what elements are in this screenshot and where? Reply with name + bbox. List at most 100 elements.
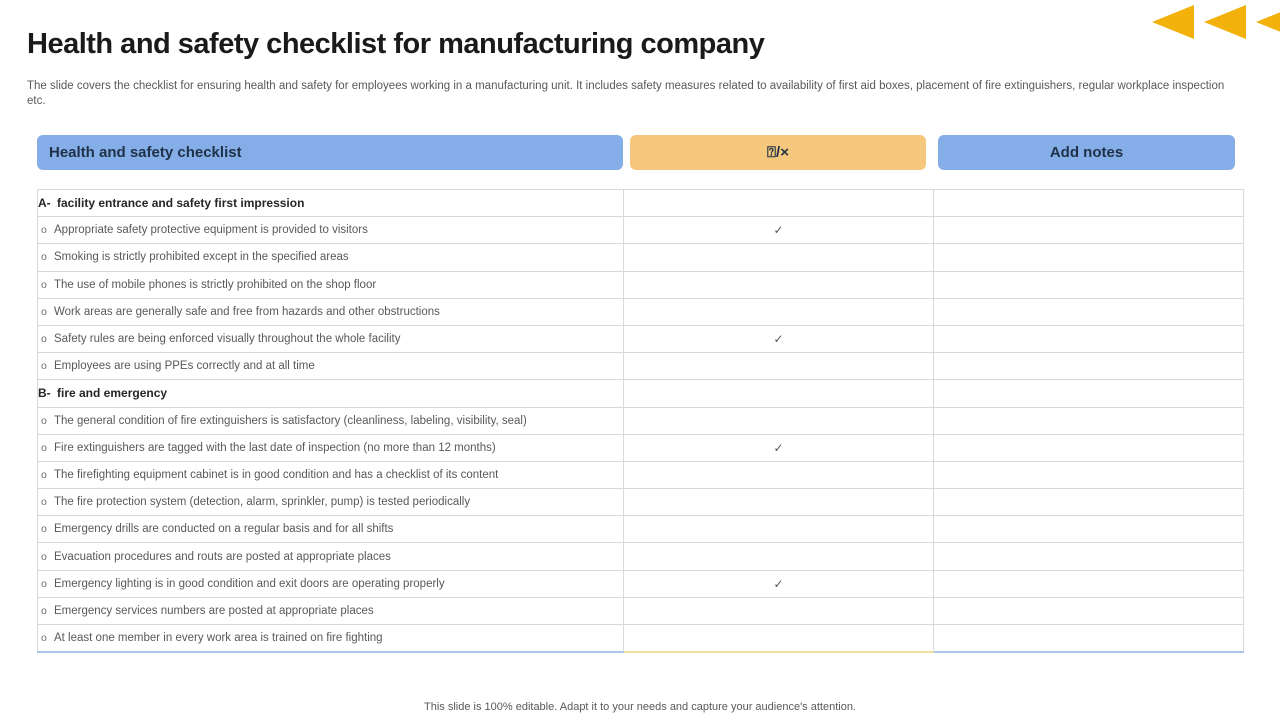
check-cross-header-button[interactable]: ⍰/× <box>630 135 926 170</box>
checklist-item-cell[interactable]: o Smoking is strictly prohibited except i… <box>37 243 624 272</box>
checklist-item-text: Evacuation procedures and routs are post… <box>54 550 391 563</box>
bullet-marker: o <box>41 550 47 563</box>
checklist-item-cell[interactable]: o Appropriate safety protective equipment… <box>37 216 624 245</box>
checklist-item-cell[interactable]: o The fire protection system (detection, … <box>37 488 624 517</box>
checklist-item-row: o At least one member in every work area … <box>37 623 1244 653</box>
status-cell[interactable] <box>623 270 934 299</box>
status-cell[interactable] <box>623 542 934 571</box>
checklist-item-row: o Emergency lighting is in good condition… <box>37 569 1244 598</box>
checklist-item-text: The fire protection system (detection, a… <box>54 496 471 509</box>
checklist-item-row: o Emergency drills are conducted on a reg… <box>37 515 1244 544</box>
checkmark-icon: ✓ <box>773 223 784 238</box>
checkmark-icon: ✓ <box>773 576 784 591</box>
checklist-item-row: o Appropriate safety protective equipment… <box>37 216 1244 245</box>
notes-cell[interactable] <box>933 216 1244 245</box>
bullet-marker: o <box>41 224 47 237</box>
decorative-arrows <box>1152 5 1280 39</box>
status-cell[interactable] <box>623 379 934 408</box>
footer-note: This slide is 100% editable. Adapt it to… <box>424 701 856 713</box>
checklist-item-row: o Employees are using PPEs correctly and … <box>37 352 1244 381</box>
notes-cell[interactable] <box>933 515 1244 544</box>
status-cell[interactable] <box>623 596 934 626</box>
checklist-item-cell[interactable]: o At least one member in every work area … <box>37 623 624 653</box>
checklist-item-row: o Work areas are generally safe and free … <box>37 297 1244 326</box>
checklist-item-cell[interactable]: o Emergency drills are conducted on a reg… <box>37 515 624 544</box>
notes-cell[interactable] <box>933 406 1244 435</box>
notes-cell[interactable] <box>933 542 1244 571</box>
checklist-item-row: o The general condition of fire extinguis… <box>37 406 1244 435</box>
checklist-item-text: fire and emergency <box>57 386 168 401</box>
status-cell[interactable] <box>623 243 934 272</box>
bullet-marker: o <box>41 631 47 644</box>
notes-cell[interactable] <box>933 270 1244 299</box>
checklist-item-text: The firefighting equipment cabinet is in… <box>54 468 499 481</box>
status-cell[interactable] <box>623 488 934 517</box>
checklist-item-text: Fire extinguishers are tagged with the l… <box>54 441 496 454</box>
status-cell[interactable] <box>623 352 934 381</box>
section-letter: B- <box>38 386 51 401</box>
bullet-marker: o <box>41 305 47 318</box>
status-cell[interactable] <box>623 515 934 544</box>
bullet-marker: o <box>41 496 47 509</box>
checklist-item-cell[interactable]: o Emergency services numbers are posted a… <box>37 596 624 626</box>
notes-cell[interactable] <box>933 460 1244 490</box>
notes-cell[interactable] <box>933 243 1244 272</box>
notes-cell[interactable] <box>933 569 1244 598</box>
bullet-marker: o <box>41 523 47 536</box>
bullet-marker: o <box>41 414 47 427</box>
status-cell[interactable] <box>623 623 934 653</box>
bullet-marker: o <box>41 468 47 481</box>
checklist-item-text: facility entrance and safety first impre… <box>57 196 305 211</box>
checklist-item-row: o The use of mobile phones is strictly pr… <box>37 270 1244 299</box>
status-cell[interactable]: ✓ <box>623 433 934 462</box>
checklist-item-cell[interactable]: o Safety rules are being enforced visuall… <box>37 324 624 354</box>
checklist-item-cell[interactable]: A-facility entrance and safety first imp… <box>37 188 624 218</box>
status-cell[interactable]: ✓ <box>623 216 934 245</box>
checklist-item-cell[interactable]: o The use of mobile phones is strictly pr… <box>37 270 624 299</box>
section-letter: A- <box>38 196 51 211</box>
notes-cell[interactable] <box>933 352 1244 381</box>
checklist-item-cell[interactable]: o The general condition of fire extinguis… <box>37 406 624 435</box>
status-cell[interactable]: ✓ <box>623 324 934 354</box>
checklist-item-text: The use of mobile phones is strictly pro… <box>54 278 377 291</box>
notes-cell[interactable] <box>933 188 1244 218</box>
checklist-header-button[interactable]: Health and safety checklist <box>37 135 623 170</box>
notes-cell[interactable] <box>933 297 1244 326</box>
notes-cell[interactable] <box>933 379 1244 408</box>
checklist-item-cell[interactable]: B-fire and emergency <box>37 379 624 408</box>
checklist-item-text: The general condition of fire extinguish… <box>54 414 527 427</box>
checklist-item-cell[interactable]: o Evacuation procedures and routs are pos… <box>37 542 624 571</box>
checklist-item-row: o The firefighting equipment cabinet is i… <box>37 460 1244 490</box>
checklist-item-cell[interactable]: o The firefighting equipment cabinet is i… <box>37 460 624 490</box>
notes-cell[interactable] <box>933 433 1244 462</box>
bullet-marker: o <box>41 604 47 617</box>
checkmark-icon: ✓ <box>773 440 784 455</box>
checklist-item-cell[interactable]: o Employees are using PPEs correctly and … <box>37 352 624 381</box>
bullet-marker: o <box>41 360 47 373</box>
checklist-item-row: o The fire protection system (detection, … <box>37 488 1244 517</box>
checklist-item-row: o Fire extinguishers are tagged with the … <box>37 433 1244 462</box>
checklist-item-cell[interactable]: o Fire extinguishers are tagged with the … <box>37 433 624 462</box>
bullet-marker: o <box>41 577 47 590</box>
checklist-item-text: At least one member in every work area i… <box>54 631 383 644</box>
notes-cell[interactable] <box>933 324 1244 354</box>
checklist-item-text: Emergency services numbers are posted at… <box>54 604 374 617</box>
checklist-item-text: Work areas are generally safe and free f… <box>54 305 440 318</box>
page-title: Health and safety checklist for manufact… <box>27 28 765 60</box>
left-arrow-icon <box>1204 5 1246 39</box>
add-notes-button[interactable]: Add notes <box>938 135 1235 170</box>
notes-cell[interactable] <box>933 623 1244 653</box>
bullet-marker: o <box>41 333 47 346</box>
bullet-marker: o <box>41 278 47 291</box>
status-cell[interactable] <box>623 297 934 326</box>
checklist-item-cell[interactable]: o Emergency lighting is in good condition… <box>37 569 624 598</box>
checklist-item-text: Safety rules are being enforced visually… <box>54 333 401 346</box>
status-cell[interactable]: ✓ <box>623 569 934 598</box>
notes-cell[interactable] <box>933 596 1244 626</box>
status-cell[interactable] <box>623 188 934 218</box>
status-cell[interactable] <box>623 406 934 435</box>
checklist-item-text: Smoking is strictly prohibited except in… <box>54 251 349 264</box>
notes-cell[interactable] <box>933 488 1244 517</box>
checklist-item-cell[interactable]: o Work areas are generally safe and free … <box>37 297 624 326</box>
status-cell[interactable] <box>623 460 934 490</box>
